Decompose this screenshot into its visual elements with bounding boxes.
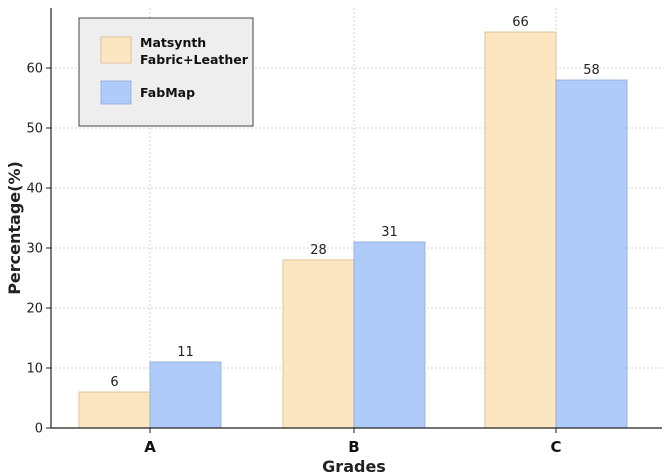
- bar-fabmap-b: [353, 241, 426, 429]
- data-label: 31: [381, 225, 398, 240]
- bar-matsynth-b: [282, 259, 355, 429]
- axes: [50, 8, 662, 429]
- x-tick-label: B: [348, 438, 359, 456]
- y-tick-label: 20: [26, 302, 43, 317]
- legend: Matsynth Fabric+Leather FabMap: [78, 17, 254, 127]
- y-tick-label: 0: [35, 422, 43, 437]
- x-axis-title: Grades: [322, 457, 386, 476]
- data-label: 11: [177, 345, 194, 360]
- bar-matsynth-c: [484, 31, 557, 429]
- y-tick-label: 50: [26, 122, 43, 137]
- legend-swatch-fabmap: [100, 80, 132, 105]
- legend-label-fabmap: FabMap: [140, 85, 195, 100]
- data-labels: 6 11 28 31 66 58: [110, 15, 599, 390]
- legend-box: [78, 17, 254, 127]
- y-tick-label: 30: [26, 242, 43, 257]
- x-tick-label: A: [144, 438, 156, 456]
- bar-fabmap-a: [149, 361, 222, 429]
- data-label: 28: [310, 243, 327, 258]
- legend-label-matsynth: Matsynth Fabric+Leather: [140, 35, 249, 67]
- data-label: 6: [110, 375, 118, 390]
- bar-fabmap-c: [555, 79, 628, 429]
- axis-ticks: 0 10 20 30 40 50 60 A B C: [26, 62, 561, 457]
- y-tick-label: 40: [26, 182, 43, 197]
- legend-swatch-matsynth: [100, 36, 132, 64]
- x-tick-label: C: [550, 438, 561, 456]
- y-tick-label: 60: [26, 62, 43, 77]
- y-tick-label: 10: [26, 362, 43, 377]
- bars: [78, 31, 628, 429]
- bar-matsynth-a: [78, 391, 151, 429]
- y-axis-title: Percentage(%): [5, 161, 24, 295]
- data-label: 66: [512, 15, 529, 30]
- data-label: 58: [583, 63, 600, 78]
